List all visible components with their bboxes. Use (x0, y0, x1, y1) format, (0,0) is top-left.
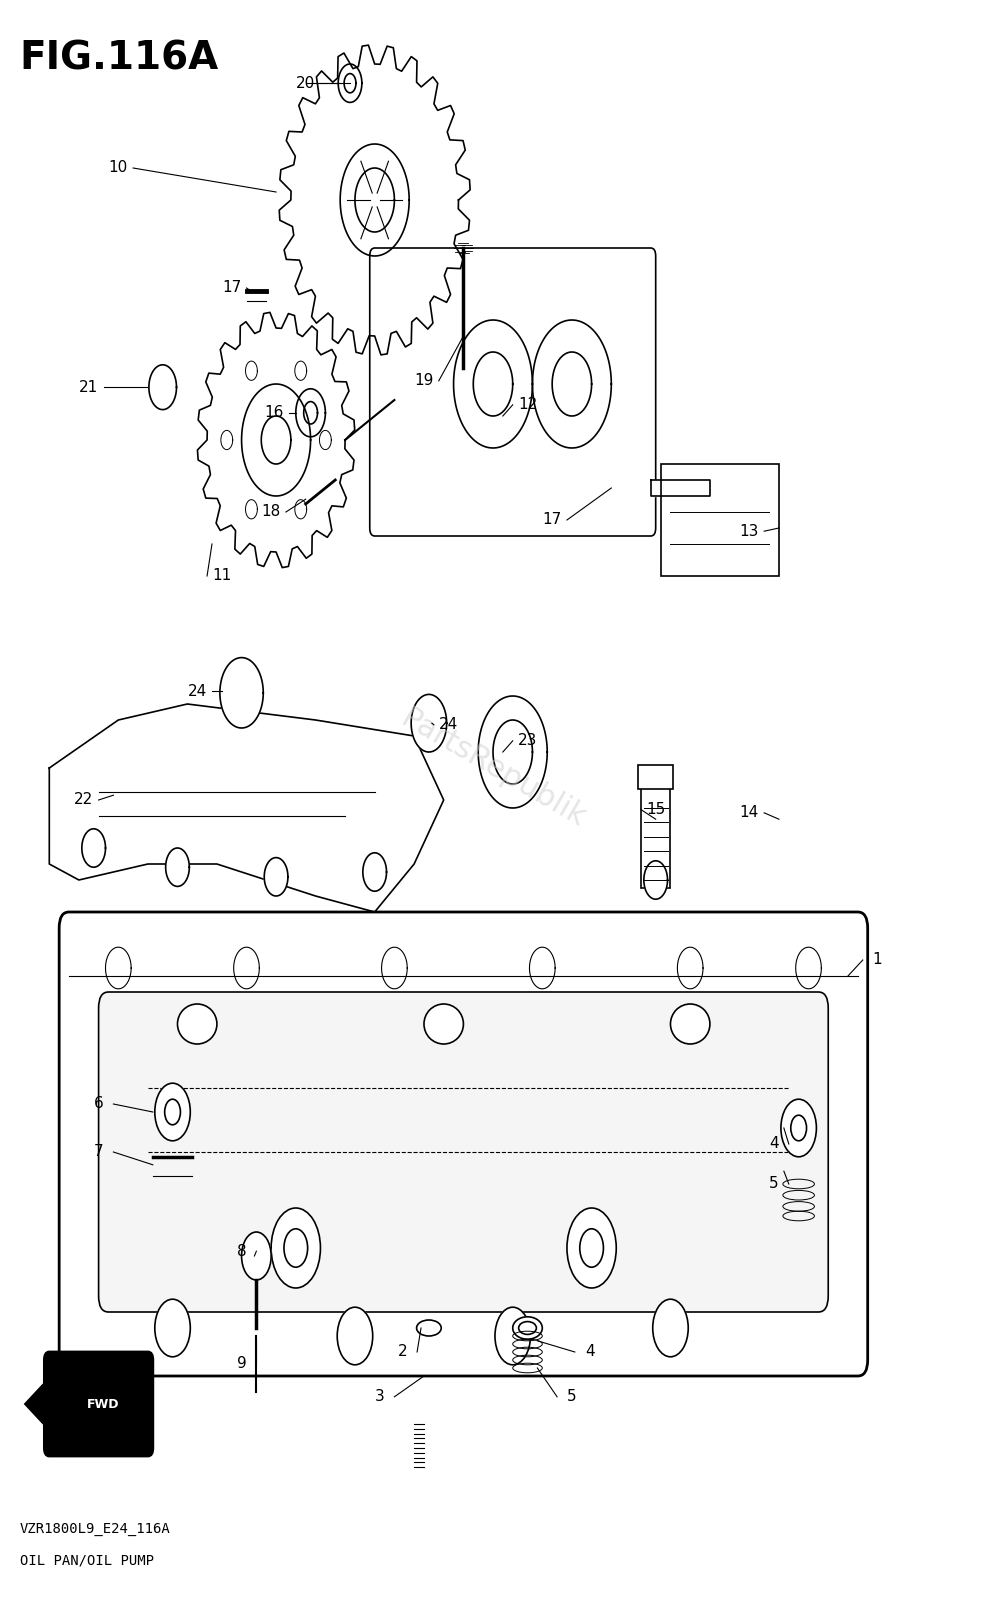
Bar (661, 464, 779, 576)
Text: 13: 13 (740, 523, 759, 539)
Polygon shape (677, 947, 703, 989)
Text: 17: 17 (542, 512, 562, 528)
Polygon shape (529, 947, 555, 989)
Ellipse shape (424, 1005, 463, 1043)
Circle shape (791, 1115, 807, 1141)
Polygon shape (166, 848, 189, 886)
Text: VZR1800L9_E24_116A: VZR1800L9_E24_116A (20, 1522, 171, 1536)
Polygon shape (261, 416, 291, 464)
Text: 2: 2 (397, 1344, 407, 1360)
Polygon shape (493, 720, 532, 784)
Polygon shape (264, 858, 288, 896)
Circle shape (155, 1083, 190, 1141)
Polygon shape (454, 320, 532, 448)
FancyBboxPatch shape (44, 1352, 153, 1456)
Polygon shape (279, 45, 470, 355)
Polygon shape (82, 829, 106, 867)
Text: 23: 23 (518, 733, 537, 749)
Circle shape (580, 1229, 603, 1267)
Polygon shape (295, 499, 307, 518)
Polygon shape (304, 402, 317, 424)
Circle shape (781, 1099, 816, 1157)
Circle shape (155, 1299, 190, 1357)
Text: 10: 10 (108, 160, 128, 176)
Text: 21: 21 (79, 379, 99, 395)
Polygon shape (478, 696, 547, 808)
Polygon shape (246, 499, 257, 518)
Polygon shape (338, 64, 362, 102)
Polygon shape (363, 853, 387, 891)
Polygon shape (344, 74, 356, 93)
Polygon shape (246, 362, 257, 381)
Text: 4: 4 (769, 1136, 779, 1152)
Bar (641, 776, 670, 888)
Polygon shape (532, 320, 611, 448)
Polygon shape (319, 430, 331, 450)
FancyBboxPatch shape (59, 912, 868, 1376)
Text: 1: 1 (873, 952, 882, 968)
Ellipse shape (417, 1320, 442, 1336)
Text: 3: 3 (375, 1389, 385, 1405)
Polygon shape (473, 352, 513, 416)
Polygon shape (644, 861, 668, 899)
Polygon shape (411, 694, 447, 752)
Circle shape (165, 1099, 180, 1125)
Polygon shape (796, 947, 821, 989)
Circle shape (271, 1208, 320, 1288)
Text: 17: 17 (222, 280, 242, 296)
Circle shape (567, 1208, 616, 1288)
Polygon shape (220, 658, 263, 728)
Polygon shape (49, 704, 444, 912)
Ellipse shape (177, 1005, 217, 1043)
Polygon shape (149, 365, 176, 410)
Text: 19: 19 (414, 373, 434, 389)
Bar (638, 765, 673, 789)
Text: 12: 12 (518, 397, 537, 413)
Polygon shape (221, 430, 233, 450)
FancyBboxPatch shape (370, 248, 656, 536)
Polygon shape (340, 144, 409, 256)
Text: 18: 18 (261, 504, 281, 520)
Text: 22: 22 (74, 792, 94, 808)
Text: 5: 5 (567, 1389, 577, 1405)
Text: PartsRepublik: PartsRepublik (395, 704, 591, 832)
Polygon shape (552, 352, 592, 416)
Text: FIG.116A: FIG.116A (20, 40, 219, 78)
Ellipse shape (670, 1005, 710, 1043)
Polygon shape (295, 362, 307, 381)
Polygon shape (234, 947, 259, 989)
Text: 5: 5 (769, 1176, 779, 1192)
Text: 8: 8 (237, 1243, 246, 1259)
Circle shape (495, 1307, 530, 1365)
Text: 4: 4 (585, 1344, 595, 1360)
Polygon shape (242, 384, 311, 496)
Polygon shape (355, 168, 394, 232)
Circle shape (653, 1299, 688, 1357)
Polygon shape (25, 1378, 49, 1430)
Text: 16: 16 (264, 405, 284, 421)
Polygon shape (296, 389, 325, 437)
Text: 6: 6 (94, 1096, 104, 1112)
Text: FWD: FWD (88, 1397, 119, 1411)
Circle shape (242, 1232, 271, 1280)
Text: 9: 9 (237, 1355, 246, 1371)
Circle shape (284, 1229, 308, 1267)
Polygon shape (106, 947, 131, 989)
Polygon shape (651, 480, 710, 496)
Text: OIL PAN/OIL PUMP: OIL PAN/OIL PUMP (20, 1554, 154, 1568)
Text: 14: 14 (740, 805, 759, 821)
Text: 24: 24 (439, 717, 458, 733)
Text: 24: 24 (187, 683, 207, 699)
Text: 15: 15 (646, 802, 666, 818)
Circle shape (337, 1307, 373, 1365)
Polygon shape (382, 947, 407, 989)
Text: 11: 11 (212, 568, 232, 584)
Ellipse shape (519, 1322, 536, 1334)
FancyBboxPatch shape (99, 992, 828, 1312)
Ellipse shape (513, 1317, 542, 1339)
Text: 7: 7 (94, 1144, 104, 1160)
Polygon shape (197, 312, 355, 568)
Text: 20: 20 (296, 75, 316, 91)
